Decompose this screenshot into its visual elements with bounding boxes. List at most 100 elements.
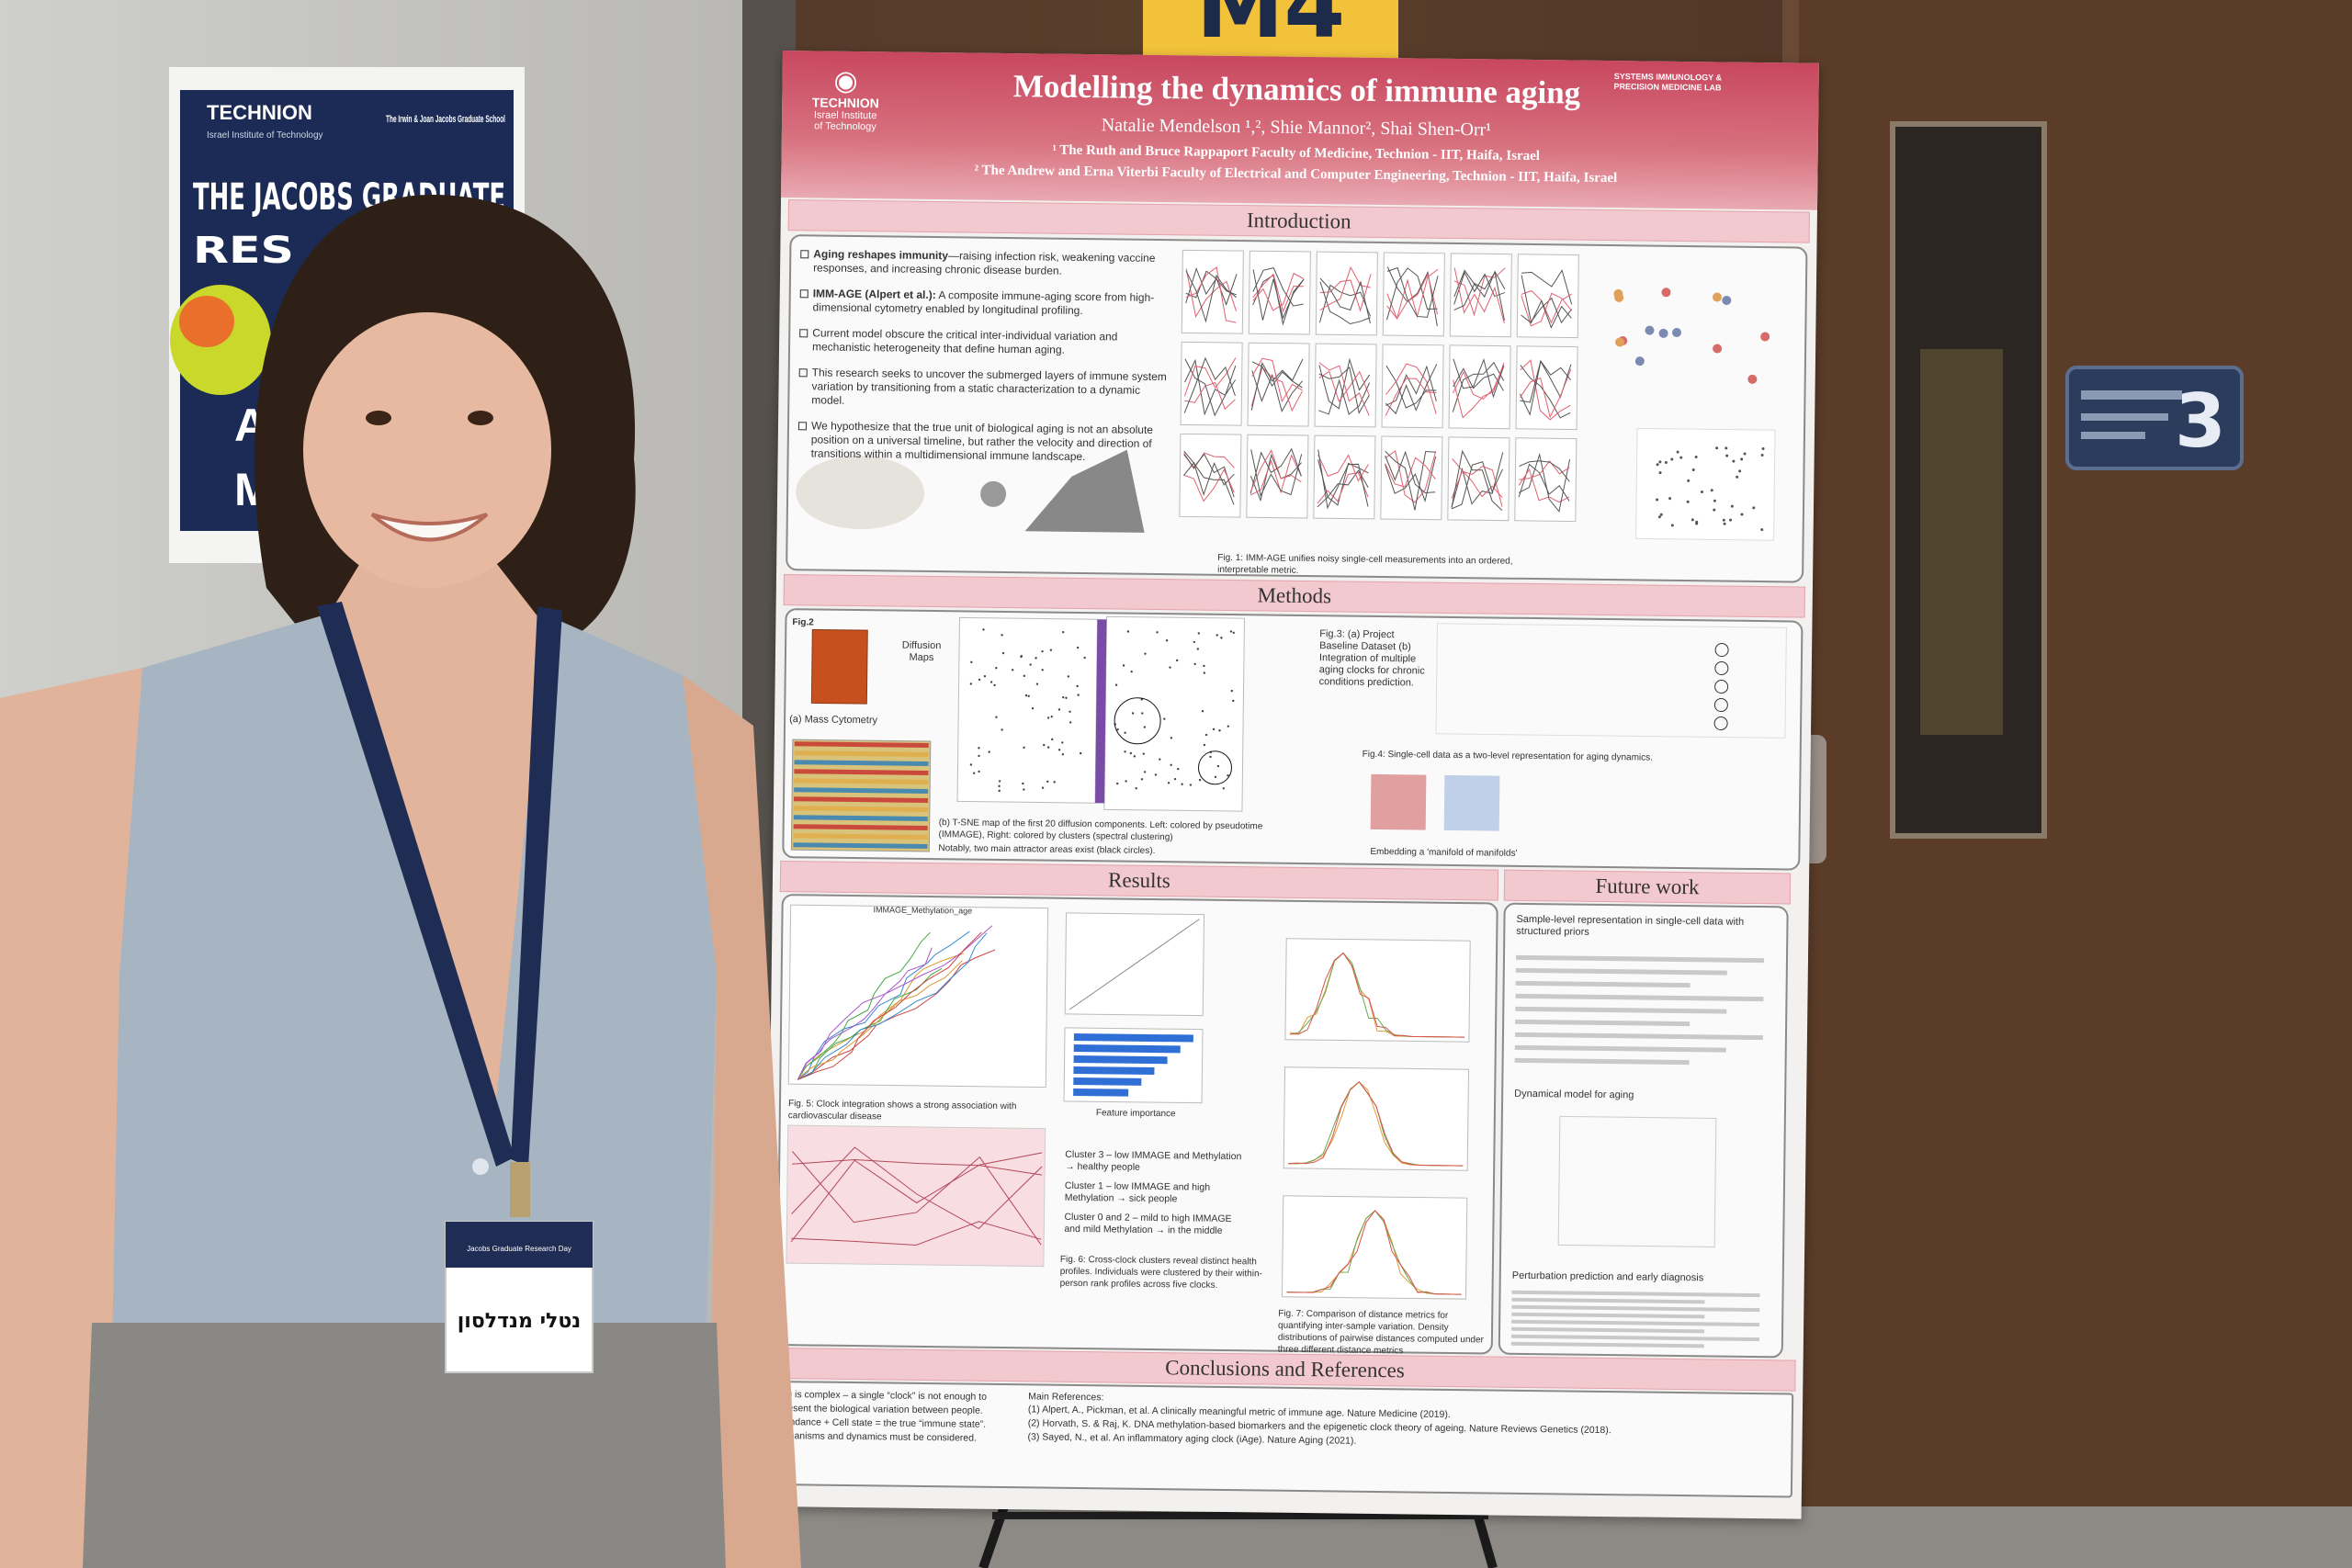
figure-dot [1203, 664, 1205, 668]
figure-line [1251, 357, 1303, 403]
figure-line [1318, 284, 1371, 323]
figure-shape [796, 456, 925, 530]
figure-dot [1170, 737, 1173, 739]
figure-dot [978, 770, 980, 773]
figure-panel [1073, 1043, 1181, 1054]
figure-panel [787, 904, 1049, 1089]
figure-dot [1165, 639, 1169, 642]
figure-dot [998, 784, 1001, 788]
figure-line [1520, 359, 1571, 421]
figure-line [1386, 266, 1439, 318]
figure-node [1714, 680, 1729, 694]
figure-line [1385, 450, 1436, 511]
figure-dot [1712, 292, 1722, 302]
figure-dot [995, 716, 998, 718]
figure-line [791, 1146, 1043, 1230]
figure-panel [1246, 434, 1309, 519]
figure-dot [1747, 374, 1758, 384]
figure-line [1069, 919, 1200, 1010]
figure-line [1318, 370, 1370, 403]
figure-dot [1658, 471, 1662, 475]
figure-dot [1690, 518, 1694, 522]
figure-dot [1022, 782, 1024, 785]
figure-line [1252, 267, 1304, 307]
figure-panel [1382, 252, 1445, 337]
figure-dot [1760, 332, 1770, 342]
figure-panel [1515, 993, 1764, 1002]
figure-dot [1668, 497, 1672, 501]
figure-line [1519, 460, 1570, 480]
figure-dot [1159, 758, 1161, 761]
figure-dot [1661, 288, 1671, 298]
figure-dot [1723, 522, 1726, 525]
figure-line [1319, 281, 1371, 325]
figure-node [1714, 661, 1729, 676]
figure-line [1453, 367, 1504, 391]
figure-dot [1175, 659, 1179, 662]
figure-panel [1557, 1115, 1717, 1247]
figure-dot [1670, 457, 1674, 461]
poster-figures [786, 249, 1792, 1348]
figure-line [1520, 365, 1571, 419]
figure-dot [1687, 479, 1690, 482]
figure-dot [1732, 459, 1736, 463]
figure-dot [1023, 746, 1025, 749]
figure-line [1453, 271, 1506, 305]
figure-panel [794, 750, 929, 757]
figure-dot [1049, 649, 1053, 651]
figure-dot [989, 681, 993, 683]
figure-dot [1125, 780, 1127, 783]
figure-dot [978, 678, 981, 682]
figure-line [1184, 382, 1236, 411]
figure-dot [1129, 751, 1133, 755]
figure-panel [1511, 1290, 1760, 1298]
door-number: 3 [2175, 378, 2226, 464]
figure-dot [1761, 447, 1765, 451]
figure-dot [1029, 663, 1032, 666]
figure-line [1250, 453, 1302, 502]
figure-line [1385, 450, 1437, 503]
figure-dot [969, 682, 973, 685]
figure-panel [1073, 1088, 1129, 1097]
figure-panel [1515, 980, 1690, 988]
figure-dot [1114, 683, 1118, 686]
figure-dot [1027, 694, 1030, 697]
figure-line [1185, 266, 1238, 307]
figure-dot [969, 763, 973, 766]
figure-dot [998, 789, 1001, 793]
figure-dot [1713, 344, 1723, 354]
figure-dot [1203, 743, 1206, 747]
figure-panel [1443, 774, 1500, 831]
figure-line [1453, 357, 1505, 399]
figure-panel [793, 806, 928, 812]
door [1792, 0, 2352, 1506]
figure-dot [1645, 325, 1655, 335]
figure-line [790, 1152, 1043, 1243]
figure-dot [1053, 781, 1056, 784]
figure-panel [1511, 1297, 1705, 1304]
figure-dot [1220, 637, 1223, 639]
figure-line [1184, 358, 1237, 417]
figure-dot [1170, 763, 1172, 766]
figure-dot [1140, 778, 1144, 781]
figure-line [1288, 1081, 1464, 1167]
figure-dot [998, 780, 1001, 783]
figure-dot [1001, 634, 1003, 637]
figure-dot [1001, 728, 1003, 731]
figure-node [1714, 643, 1729, 658]
figure-dot [1196, 648, 1200, 650]
figure-panel [786, 1124, 1046, 1268]
attractor [1197, 750, 1232, 785]
figure-line [1183, 468, 1235, 502]
figure-panel [1073, 1077, 1142, 1086]
figure-line [1319, 265, 1371, 311]
figure-dot [1065, 696, 1068, 700]
figure-dot [1023, 674, 1026, 678]
figure-line [797, 953, 965, 1080]
figure-panel [1511, 1326, 1705, 1334]
figure-dot [1615, 337, 1625, 347]
figure-panel [1511, 1312, 1705, 1319]
figure-dot [1061, 752, 1065, 756]
figure-dot [1067, 675, 1070, 678]
figure-line [1451, 461, 1503, 510]
